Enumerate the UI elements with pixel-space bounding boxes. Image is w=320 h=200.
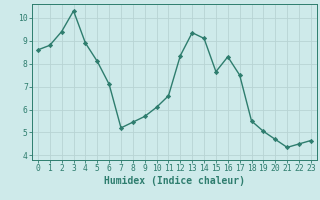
X-axis label: Humidex (Indice chaleur): Humidex (Indice chaleur) bbox=[104, 176, 245, 186]
